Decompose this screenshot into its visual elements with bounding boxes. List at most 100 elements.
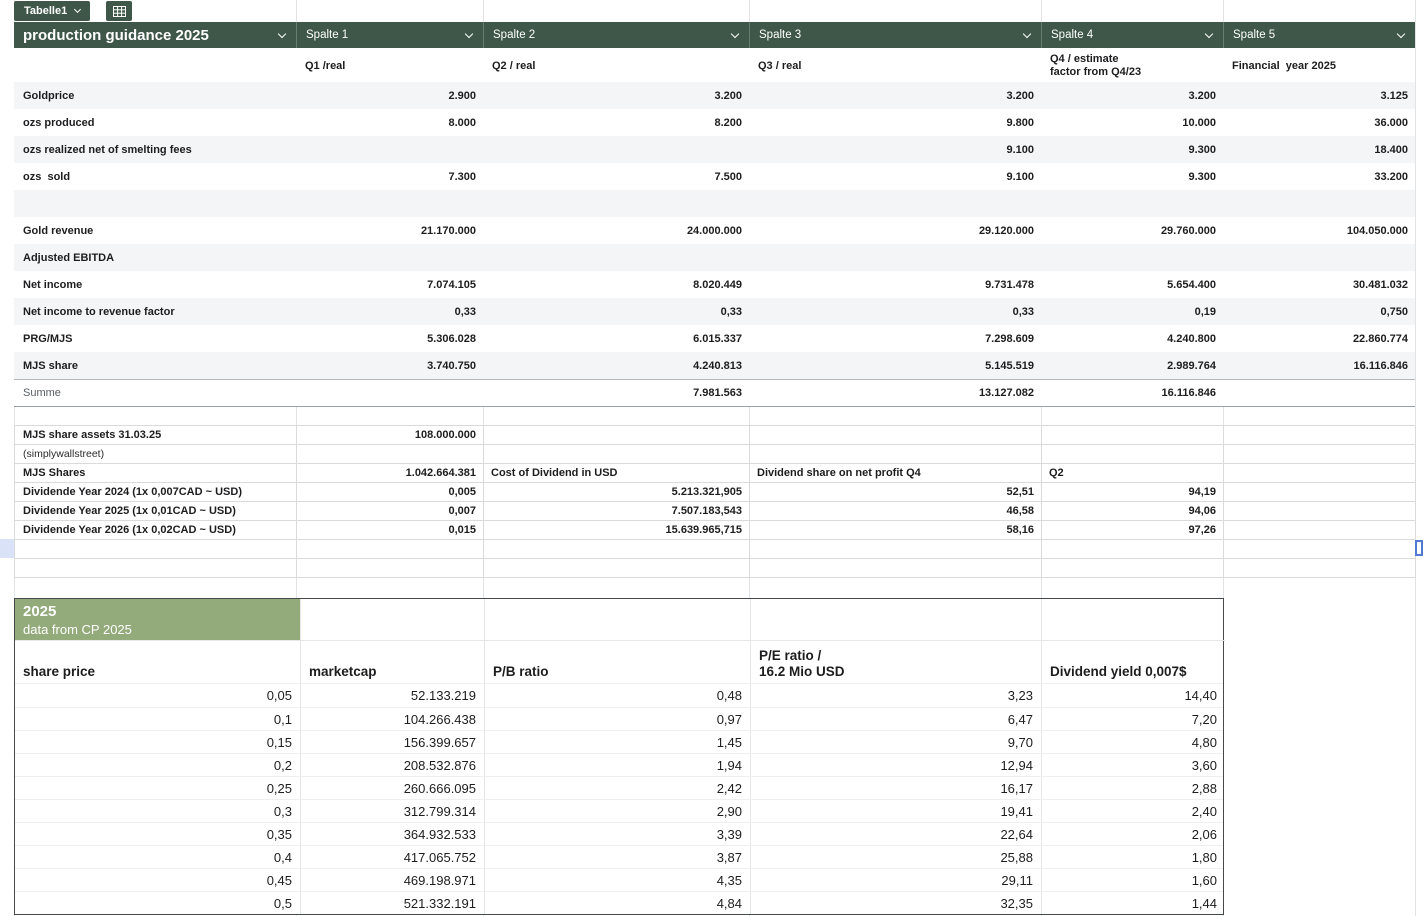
value-cell[interactable]: 5.654.400 (1041, 271, 1223, 298)
value-cell[interactable]: 25,88 (751, 846, 1042, 868)
value-cell[interactable]: 0,4 (15, 846, 301, 868)
subheader-cell[interactable]: Q3 / real (749, 48, 1041, 82)
empty-cell[interactable] (301, 599, 485, 641)
value-cell[interactable]: 0,05 (15, 684, 301, 707)
value-cell[interactable] (483, 190, 749, 217)
value-cell[interactable]: 5.145.519 (749, 352, 1041, 379)
value-cell[interactable]: 104.050.000 (1223, 217, 1415, 244)
column-header-spalte-1[interactable]: Spalte 1 (296, 22, 483, 48)
value-cell[interactable]: 3,87 (485, 846, 751, 868)
value-cell[interactable]: 312.799.314 (301, 800, 485, 822)
value-cell[interactable]: 0,25 (15, 777, 301, 799)
value-cell[interactable]: 9.800 (749, 109, 1041, 136)
value-cell[interactable]: 15.639.965,715 (484, 521, 750, 540)
value-cell[interactable]: 7.500 (483, 163, 749, 190)
row-label-cell[interactable]: Dividende Year 2025 (1x 0,01CAD ~ USD) (15, 502, 297, 521)
value-cell[interactable]: 3,23 (751, 684, 1042, 707)
value-cell[interactable]: Q2 (1042, 464, 1224, 483)
value-cell[interactable] (750, 426, 1042, 445)
value-cell[interactable]: 18.400 (1223, 136, 1415, 163)
value-cell[interactable]: 3.740.750 (296, 352, 483, 379)
value-cell[interactable] (296, 380, 483, 406)
value-cell[interactable]: 8.020.449 (483, 271, 749, 298)
value-cell[interactable]: 52,51 (750, 483, 1042, 502)
subheader-cell[interactable]: Q2 / real (483, 48, 749, 82)
value-cell[interactable]: 156.399.657 (301, 731, 485, 753)
value-cell[interactable]: 7.074.105 (296, 271, 483, 298)
value-cell[interactable]: 0,97 (485, 708, 751, 730)
cp-column-header[interactable]: P/E ratio / 16.2 Mio USD (751, 641, 1042, 683)
value-cell[interactable]: 1,45 (485, 731, 751, 753)
row-label-cell[interactable]: Adjusted EBITDA (14, 244, 296, 271)
chevron-down-icon[interactable] (1023, 29, 1031, 37)
value-cell[interactable]: 108.000.000 (297, 426, 484, 445)
value-cell[interactable]: 12,94 (751, 754, 1042, 776)
subheader-cell[interactable] (14, 48, 296, 82)
value-cell[interactable]: 22.860.774 (1223, 325, 1415, 352)
value-cell[interactable]: 29.760.000 (1041, 217, 1223, 244)
value-cell[interactable]: 0,15 (15, 731, 301, 753)
row-label-cell[interactable]: MJS Shares (15, 464, 297, 483)
value-cell[interactable]: 4,35 (485, 869, 751, 891)
row-label-cell[interactable]: Dividende Year 2026 (1x 0,02CAD ~ USD) (15, 521, 297, 540)
row-label-cell[interactable]: (simplywallstreet) (15, 445, 297, 464)
value-cell[interactable]: 0,35 (15, 823, 301, 845)
value-cell[interactable]: 16.116.846 (1223, 352, 1415, 379)
value-cell[interactable]: 16.116.846 (1041, 380, 1223, 406)
value-cell[interactable]: 9.300 (1041, 163, 1223, 190)
value-cell[interactable]: 32,35 (751, 892, 1042, 914)
value-cell[interactable]: 9,70 (751, 731, 1042, 753)
row-label-cell[interactable]: ozs realized net of smelting fees (14, 136, 296, 163)
value-cell[interactable]: 364.932.533 (301, 823, 485, 845)
row-label-cell[interactable] (15, 559, 297, 578)
value-cell[interactable]: 52.133.219 (301, 684, 485, 707)
value-cell[interactable]: 208.532.876 (301, 754, 485, 776)
value-cell[interactable]: 0,45 (15, 869, 301, 891)
value-cell[interactable]: 0,750 (1223, 298, 1415, 325)
value-cell[interactable]: 6.015.337 (483, 325, 749, 352)
value-cell[interactable]: 5.306.028 (296, 325, 483, 352)
chevron-down-icon[interactable] (74, 6, 81, 13)
column-header-spalte-2[interactable]: Spalte 2 (483, 22, 749, 48)
value-cell[interactable]: 36.000 (1223, 109, 1415, 136)
value-cell[interactable] (296, 136, 483, 163)
value-cell[interactable]: 2.989.764 (1041, 352, 1223, 379)
value-cell[interactable]: 14,40 (1042, 684, 1225, 707)
value-cell[interactable]: 4.240.813 (483, 352, 749, 379)
chevron-down-icon[interactable] (1397, 29, 1405, 37)
cp-column-header[interactable]: share price (15, 641, 301, 683)
value-cell[interactable] (750, 540, 1042, 559)
value-cell[interactable]: 0,33 (749, 298, 1041, 325)
column-header-spalte-3[interactable]: Spalte 3 (749, 22, 1041, 48)
value-cell[interactable]: 2,42 (485, 777, 751, 799)
value-cell[interactable]: 1.042.664.381 (297, 464, 484, 483)
value-cell[interactable]: 1,94 (485, 754, 751, 776)
value-cell[interactable] (1042, 559, 1224, 578)
value-cell[interactable]: 9.300 (1041, 136, 1223, 163)
value-cell[interactable] (1041, 244, 1223, 271)
value-cell[interactable]: 0,5 (15, 892, 301, 914)
row-label-cell[interactable] (14, 190, 296, 217)
value-cell[interactable]: 104.266.438 (301, 708, 485, 730)
value-cell[interactable]: 4,84 (485, 892, 751, 914)
row-label-cell[interactable]: PRG/MJS (14, 325, 296, 352)
value-cell[interactable]: 0,33 (483, 298, 749, 325)
row-label-cell[interactable]: Gold revenue (14, 217, 296, 244)
value-cell[interactable]: 521.332.191 (301, 892, 485, 914)
cp-title-cell[interactable]: 2025 data from CP 2025 (15, 599, 301, 641)
value-cell[interactable]: 29.120.000 (749, 217, 1041, 244)
value-cell[interactable]: 2,06 (1042, 823, 1225, 845)
value-cell[interactable] (484, 445, 750, 464)
column-header-title[interactable]: production guidance 2025 (14, 22, 296, 48)
chevron-down-icon[interactable] (1205, 29, 1213, 37)
row-label-cell[interactable]: Summe (14, 380, 296, 406)
value-cell[interactable]: 9.100 (749, 163, 1041, 190)
value-cell[interactable]: 7,20 (1042, 708, 1225, 730)
value-cell[interactable]: 2,90 (485, 800, 751, 822)
column-header-spalte-5[interactable]: Spalte 5 (1223, 22, 1415, 48)
value-cell[interactable] (750, 445, 1042, 464)
value-cell[interactable] (297, 540, 484, 559)
value-cell[interactable]: 0,1 (15, 708, 301, 730)
value-cell[interactable]: 19,41 (751, 800, 1042, 822)
value-cell[interactable]: 0,2 (15, 754, 301, 776)
